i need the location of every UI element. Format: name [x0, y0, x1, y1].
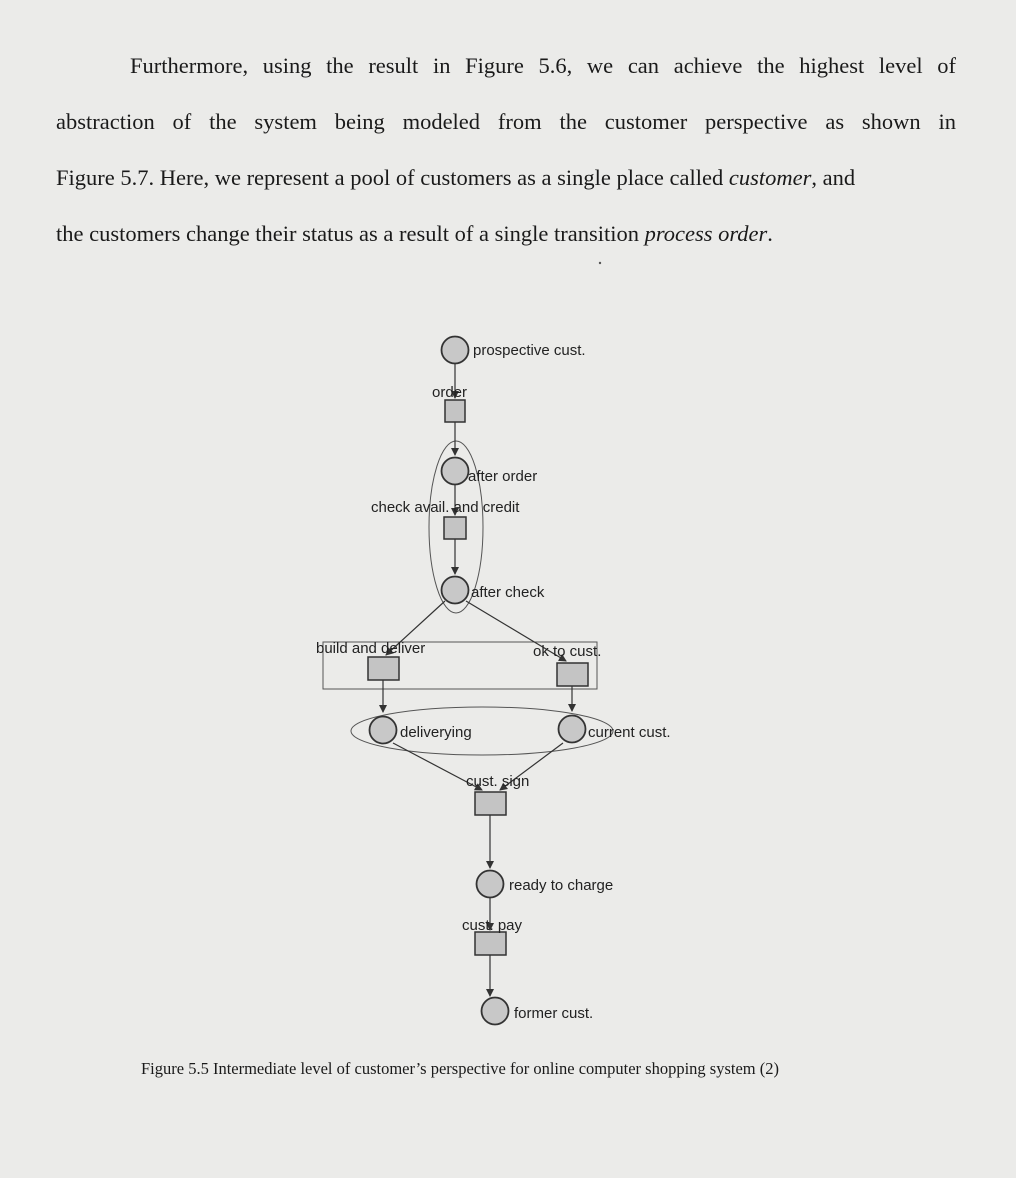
label-prospective-cust: prospective cust. — [473, 342, 586, 359]
paragraph-line-2: abstraction of the system being modeled … — [56, 109, 956, 134]
term-process-order: process order — [644, 221, 768, 246]
place-former-cust — [480, 996, 510, 1026]
place-after-check — [440, 575, 470, 605]
transition-build-and-deliver — [367, 656, 400, 681]
place-ready-to-charge — [475, 869, 505, 899]
transition-ok-to-cust — [556, 662, 589, 687]
paragraph-line-3-text: Figure 5.7. Here, we represent a pool of… — [56, 165, 729, 190]
arc-current-to-sign — [499, 742, 564, 791]
paragraph-line-3-tail: , and — [811, 165, 856, 190]
arc-after-check-to-build — [385, 600, 446, 656]
label-former-cust: former cust. — [514, 1005, 593, 1022]
transition-check-avail-credit — [443, 516, 467, 540]
label-order: order — [432, 384, 467, 401]
figure-caption: Figure 5.5 Intermediate level of custome… — [141, 1059, 779, 1078]
paragraph-line-4-text: the customers change their status as a r… — [56, 221, 645, 246]
label-ok-to-cust: ok to cust. — [533, 643, 601, 660]
label-cust-sign: cust. sign — [466, 773, 529, 790]
check-group-outline — [428, 440, 484, 614]
state-group-outline — [350, 706, 614, 756]
term-customer: customer — [728, 165, 812, 190]
label-check-avail-credit: check avail. and credit — [371, 499, 520, 516]
transition-cust-pay — [474, 931, 507, 956]
label-ready-to-charge: ready to charge — [509, 877, 613, 894]
place-after-order — [440, 456, 470, 486]
arc-delivering-to-sign — [392, 742, 483, 791]
stray-dot — [598, 261, 602, 265]
body-paragraph: Furthermore, using the result in Figure … — [56, 38, 956, 262]
paragraph-line-3: Figure 5.7. Here, we represent a pool of… — [56, 150, 956, 206]
place-delivering — [368, 715, 398, 745]
label-after-check: after check — [471, 584, 545, 601]
paragraph-line-4: the customers change their status as a r… — [56, 206, 956, 262]
paragraph-line-4-tail: . — [767, 221, 773, 246]
label-after-order: after order — [468, 468, 537, 485]
place-current-cust — [557, 714, 587, 744]
label-cust-pay: cust. pay — [462, 917, 523, 934]
label-current-cust: current cust. — [588, 724, 671, 741]
label-delivering: deliverying — [400, 724, 472, 741]
label-build-and-deliver: build and deliver — [316, 640, 425, 657]
transition-order — [444, 399, 466, 423]
place-prospective-cust — [440, 335, 470, 365]
paragraph-line-1: Furthermore, using the result in Figure … — [130, 53, 956, 78]
branch-group-outline — [322, 641, 598, 690]
arc-after-check-to-ok — [465, 600, 567, 662]
transition-cust-sign — [474, 791, 507, 816]
